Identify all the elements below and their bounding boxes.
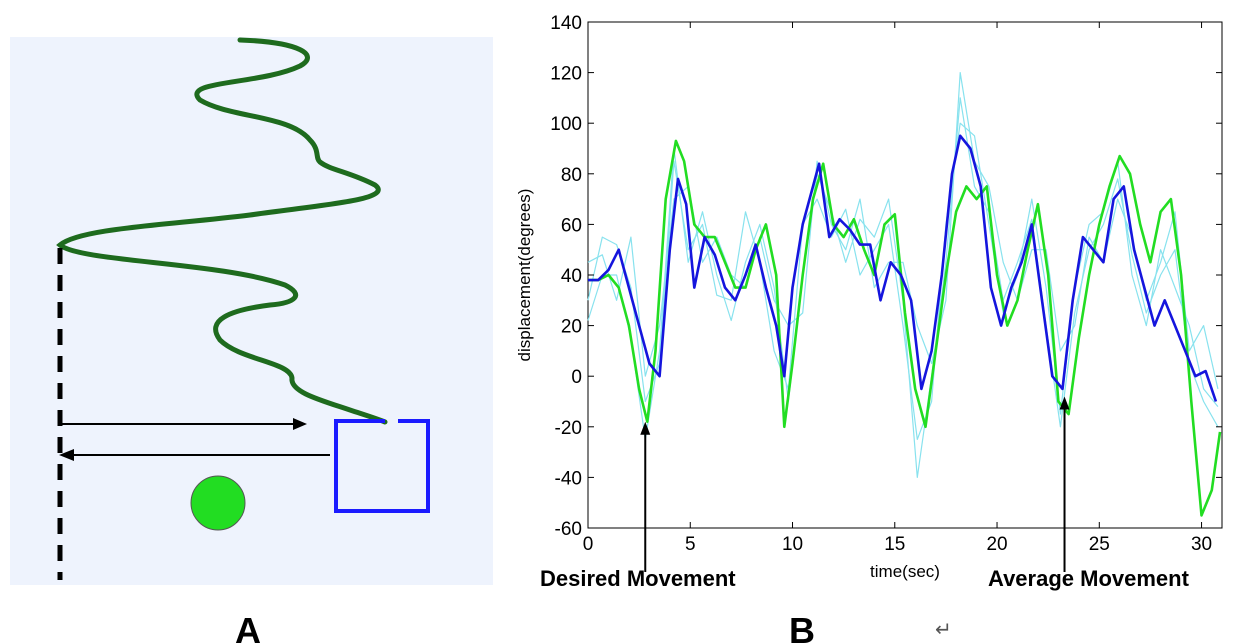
panel-b-label: B (789, 610, 815, 643)
annotation-desired-movement: Desired Movement (540, 566, 736, 591)
y-tick-label: 100 (550, 114, 582, 135)
x-tick-label: 10 (782, 534, 803, 555)
return-symbol: ↵ (935, 617, 952, 641)
ticks-layer: -60 -40 -20 0 20 40 60 80 100 120 140 0 5 10 15 20 25 30 (550, 13, 1222, 555)
y-tick-label: -60 (555, 519, 582, 540)
y-tick-label: 40 (561, 266, 582, 287)
right-arrow-head (293, 418, 307, 430)
series-line-desired (588, 139, 1222, 517)
x-tick-label: 15 (884, 534, 905, 555)
panel-a-label: A (235, 610, 261, 643)
series-line-average (588, 134, 1218, 402)
target-trajectory-trace (56, 37, 388, 425)
x-tick-label: 30 (1191, 534, 1212, 555)
x-tick-label: 5 (685, 534, 696, 555)
y-tick-label: 0 (571, 367, 582, 388)
annotation-average-movement: Average Movement (988, 566, 1190, 591)
arrowhead-desired-movement (640, 421, 651, 435)
y-tick-label: -20 (555, 418, 582, 439)
y-tick-label: 120 (550, 64, 582, 85)
y-tick-label: 20 (561, 317, 582, 338)
ball (190, 475, 246, 531)
y-tick-label: 80 (561, 165, 582, 186)
y-axis-label: displacement(degrees) (515, 189, 534, 362)
panel-a: A (10, 37, 493, 643)
y-tick-label: 140 (550, 13, 582, 34)
x-tick-label: 20 (986, 534, 1007, 555)
x-tick-label: 25 (1089, 534, 1110, 555)
series-layer (587, 72, 1222, 517)
y-tick-label: -40 (555, 468, 582, 489)
x-axis-label: time(sec) (870, 562, 940, 581)
panel-a-background (10, 37, 493, 585)
cursor-box (334, 419, 430, 513)
y-tick-label: 60 (561, 215, 582, 236)
arrowhead-average-movement (1059, 396, 1070, 410)
left-arrow-head (59, 449, 74, 461)
x-tick-label: 0 (583, 534, 594, 555)
plot-area-frame (587, 21, 1223, 529)
